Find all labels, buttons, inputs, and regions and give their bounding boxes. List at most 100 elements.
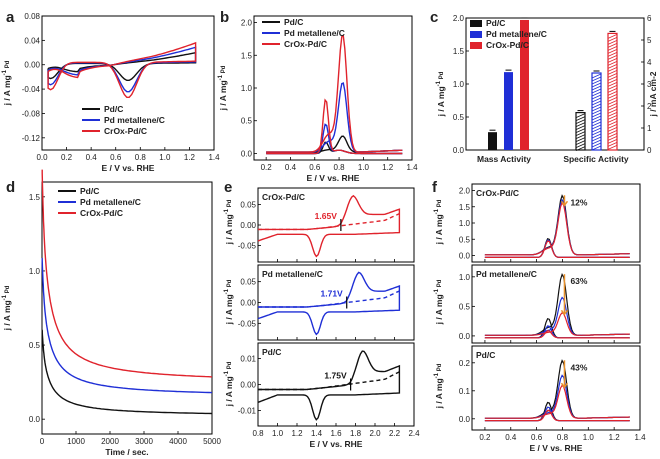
panel-b-series-fwd-Pd/C (266, 135, 403, 153)
panel-b-xlabel: E / V vs. RHE (307, 173, 360, 183)
panel-f-series-fwd-initial (484, 359, 630, 419)
panel-e-series-second-Pd metallene/C (258, 290, 400, 308)
panel-c-hatch (575, 140, 586, 145)
panel-c-hatch (607, 115, 618, 120)
panel-c-hatch (607, 76, 618, 81)
panel-c-hatch (591, 127, 602, 133)
panel-d-legend-label: Pd metallene/C (80, 197, 141, 207)
ylabel-part: Pd (437, 363, 443, 373)
panel-c-hatch (591, 79, 602, 85)
panel-f-y-tick-label: 0.5 (459, 235, 471, 244)
panel-a-y-tick-label: -0.12 (22, 134, 41, 143)
panel-c-cat-label: Mass Activity (477, 154, 531, 164)
panel-e-xlabel: E / V vs. RHE (310, 439, 363, 449)
panel-c-hatch (607, 112, 618, 117)
panel-c-hatch (591, 106, 602, 112)
panel-b-x-tick-label: 1.0 (358, 163, 370, 172)
panel-e-sublabel: Pd metallene/C (262, 269, 323, 279)
panel-f-arrow-head (560, 309, 569, 316)
panel-d-x-tick-label: 2000 (101, 437, 119, 446)
panel-f-y-tick-label: 0.0 (459, 332, 471, 341)
panel-c-hatch (607, 85, 618, 90)
panel-e-onset-label: 1.65V (315, 211, 338, 221)
panel-c-hatch (591, 82, 602, 88)
panel-a-y-tick-label: 0.04 (24, 36, 40, 45)
panel-e-frame (257, 342, 415, 427)
panel-a-x-tick-label: 1.0 (159, 153, 171, 162)
ylabel-part: Pd (221, 65, 227, 75)
panel-d-x-tick-label: 4000 (169, 437, 187, 446)
panel-c-hatch (607, 49, 618, 54)
panel-letter-a: a (6, 9, 15, 26)
panel-c-hatch (591, 112, 602, 118)
panel-c-hatch (607, 58, 618, 63)
ylabel-part: -1 (434, 288, 440, 294)
panel-f-series-fwd-final (484, 312, 630, 336)
panel-c-hatch (591, 73, 602, 79)
panel-f-series-bwd-mid (484, 325, 630, 339)
panel-b-x-tick-label: 0.2 (261, 163, 273, 172)
panel-f-x-tick-label: 1.2 (609, 433, 621, 442)
panel-a-y-tick-label: 0.00 (24, 61, 40, 70)
panel-b-x-tick-label: 0.6 (309, 163, 321, 172)
panel-d-legend-label: Pd/C (80, 186, 99, 196)
panel-a-x-tick-label: 0.2 (61, 153, 73, 162)
panel-c-legend-label: CrOx-Pd/C (486, 40, 529, 50)
panel-a-y-tick-label: -0.08 (22, 109, 41, 118)
ylabel-part: j / A mg (434, 214, 444, 245)
panel-letter-b: b (220, 9, 229, 26)
panel-f-frame (471, 264, 641, 344)
panel-f-y-tick-label: 1.5 (459, 203, 471, 212)
panel-f-x-tick-label: 1.0 (583, 433, 595, 442)
ylabel-part: Pd (227, 361, 233, 371)
ylabel-part: -1 (2, 294, 8, 300)
panel-c-bar-mass-Pd/C (488, 132, 497, 150)
panel-d-x-tick-label: 1000 (67, 437, 85, 446)
ylabel-part: Pd (227, 279, 233, 289)
panel-c-hatch (591, 88, 602, 94)
panel-e-y-tick-label: 0.05 (240, 278, 256, 287)
panel-d-series-CrOx-Pd/C (41, 169, 213, 378)
panel-letter-d: d (6, 179, 15, 196)
panel-f-ylabel: j / A mg-1 Pd (434, 279, 444, 325)
panel-e-x-tick-label: 1.2 (291, 429, 303, 438)
panel-e-y-tick-label: 0.00 (240, 299, 256, 308)
panel-d-y-tick-label: 1.0 (29, 267, 41, 276)
panel-a-y-tick-label: -0.04 (22, 85, 41, 94)
panel-b-series-bwd-Pd metallene/C (266, 123, 403, 155)
panel-c-hatch (607, 127, 618, 132)
panel-e-y-tick-label: 0.00 (240, 221, 256, 230)
ylabel-part: j / A mg (2, 75, 12, 106)
panel-b-legend-label: Pd/C (284, 17, 303, 27)
ylabel-part: j / A mg (218, 80, 228, 111)
panel-c-hatch (575, 128, 586, 133)
panel-c-hatch (591, 115, 602, 121)
panel-a-frame (41, 15, 215, 151)
panel-f-y-tick-label: 2.0 (459, 187, 471, 196)
panel-f-series-fwd-mid (484, 374, 630, 419)
panel-f-x-tick-label: 0.8 (557, 433, 569, 442)
panel-c-hatch (575, 122, 586, 127)
panel-c-hatch (591, 100, 602, 106)
panel-f-y-tick-label: 0.2 (459, 359, 471, 368)
panel-c-yr-tick-label: 3 (647, 80, 652, 89)
panel-e-y-tick-label: -0.05 (238, 319, 257, 328)
ylabel-part: Pd (437, 199, 443, 209)
panel-e-x-tick-label: 2.2 (389, 429, 401, 438)
panel-e-series-second-CrOx-Pd/C (258, 212, 400, 231)
panel-c-hatch (591, 109, 602, 115)
panel-c-hatch (607, 43, 618, 48)
ylabel-part: Pd (437, 279, 443, 289)
panel-c-y-tick-label: 1.0 (453, 80, 465, 89)
panel-d-y-tick-label: 0.0 (29, 415, 41, 424)
panel-f-series-bwd-final (484, 409, 630, 422)
panel-c-hatch (575, 131, 586, 136)
panel-b-legend-label: Pd metallene/C (284, 28, 345, 38)
panel-c-hatch (607, 109, 618, 114)
ylabel-part: -1 (218, 74, 224, 80)
panel-c-hatch (607, 55, 618, 60)
panel-a-xlabel: E / V vs. RHE (102, 163, 155, 173)
panel-e-sublabel: CrOx-Pd/C (262, 192, 305, 202)
panel-e-x-tick-label: 2.4 (408, 429, 420, 438)
panel-f-sublabel: Pd metallene/C (476, 269, 537, 279)
